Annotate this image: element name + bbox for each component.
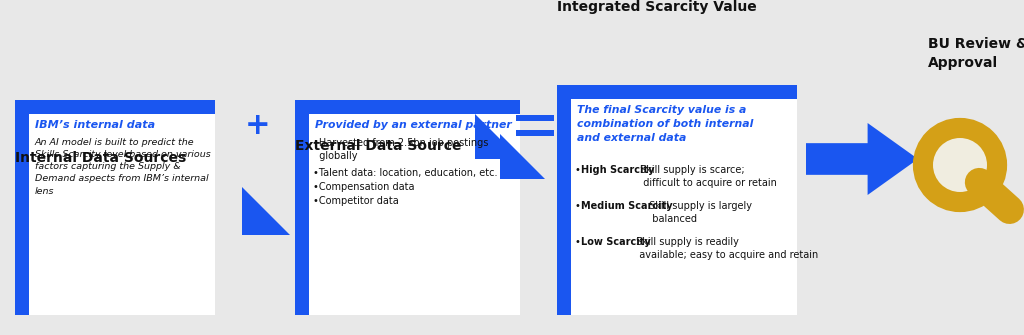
Polygon shape bbox=[242, 187, 290, 235]
Circle shape bbox=[933, 138, 987, 192]
Polygon shape bbox=[500, 134, 545, 179]
Text: Internal Data Sources: Internal Data Sources bbox=[15, 151, 186, 165]
Bar bbox=[295, 100, 520, 114]
Text: •: • bbox=[575, 201, 581, 211]
Text: +: + bbox=[245, 111, 270, 139]
Bar bbox=[516, 130, 554, 135]
Text: Provided by an external partner: Provided by an external partner bbox=[315, 120, 512, 130]
Text: High Scarcity: High Scarcity bbox=[581, 165, 654, 175]
Bar bbox=[15, 100, 215, 114]
Text: •Talent data: location, education, etc.: •Talent data: location, education, etc. bbox=[313, 168, 498, 178]
Text: The final Scarcity value is a
combination of both internal
and external data: The final Scarcity value is a combinatio… bbox=[577, 105, 754, 143]
Bar bbox=[571, 99, 797, 315]
Polygon shape bbox=[806, 123, 918, 195]
Text: Skill supply is readily
  available; easy to acquire and retain: Skill supply is readily available; easy … bbox=[633, 237, 818, 260]
Text: IBM’s internal data: IBM’s internal data bbox=[35, 120, 155, 130]
Text: Low Scarcity: Low Scarcity bbox=[581, 237, 650, 247]
Text: Skill supply is scarce;
  difficult to acquire or retain: Skill supply is scarce; difficult to acq… bbox=[637, 165, 777, 188]
Bar bbox=[29, 114, 215, 315]
Text: •Competitor data: •Competitor data bbox=[313, 196, 398, 206]
Text: •: • bbox=[575, 237, 581, 247]
Bar bbox=[15, 100, 29, 315]
Bar bbox=[309, 114, 520, 315]
Bar bbox=[295, 100, 309, 315]
Text: An AI model is built to predict the
Skills Scarcity level based on various
facto: An AI model is built to predict the Skil… bbox=[35, 138, 211, 196]
Text: External Data Source: External Data Source bbox=[295, 139, 462, 153]
Text: •: • bbox=[575, 165, 581, 175]
Bar bbox=[557, 85, 797, 99]
Bar bbox=[516, 115, 554, 121]
Text: BU Review &
Approval: BU Review & Approval bbox=[928, 37, 1024, 70]
Text: Skill supply is largely
  balanced: Skill supply is largely balanced bbox=[645, 201, 752, 224]
Bar bbox=[557, 85, 571, 315]
Text: •Compensation data: •Compensation data bbox=[313, 182, 415, 192]
Text: •Harvested from 2.5bn job postings
  globally: •Harvested from 2.5bn job postings globa… bbox=[313, 138, 488, 161]
Text: Medium Scarcity: Medium Scarcity bbox=[581, 201, 673, 211]
Polygon shape bbox=[475, 114, 520, 159]
Text: Integrated Scarcity Value: Integrated Scarcity Value bbox=[557, 0, 757, 14]
